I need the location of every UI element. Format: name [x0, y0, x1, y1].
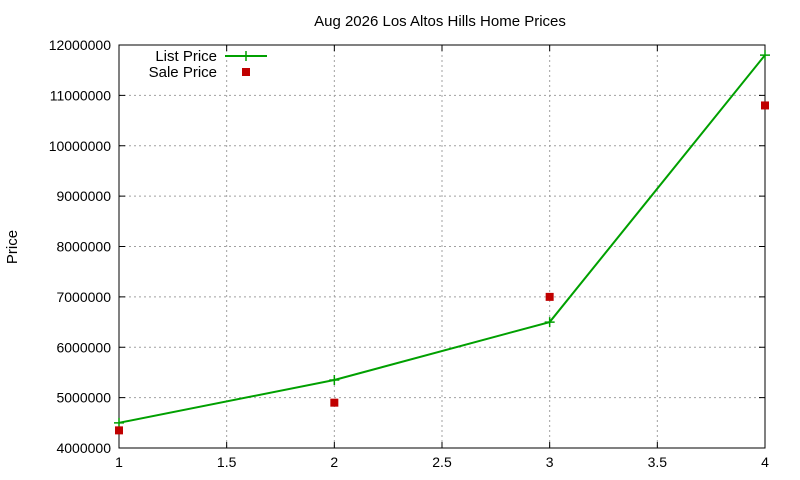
grid-lines — [119, 45, 765, 448]
y-tick-label: 4000000 — [56, 440, 111, 456]
legend-marker-list-price — [241, 51, 251, 61]
y-tick-label: 8000000 — [56, 239, 111, 255]
y-tick-label: 5000000 — [56, 390, 111, 406]
y-tick-label: 9000000 — [56, 188, 111, 204]
legend-marker-sale-price — [242, 68, 250, 76]
legend-label-sale-price: Sale Price — [149, 64, 217, 81]
x-axis: 1 1.5 2 2.5 3 3.5 4 — [115, 45, 769, 470]
sale-price-point — [761, 101, 769, 110]
chart-title: Aug 2026 Los Altos Hills Home Prices — [314, 13, 566, 30]
sale-price-point — [330, 398, 339, 407]
x-tick-label: 4 — [761, 454, 769, 470]
y-tick-label: 12000000 — [49, 37, 112, 53]
y-axis: 4000000 5000000 6000000 7000000 8000000 90000… — [49, 37, 765, 456]
y-tick-label: 7000000 — [56, 289, 111, 305]
x-tick-label: 3.5 — [648, 454, 668, 470]
list-price-line — [118, 54, 766, 424]
x-tick-label: 2.5 — [432, 454, 452, 470]
list-price-point — [114, 417, 124, 428]
list-price-point — [329, 374, 340, 385]
sale-price-point — [545, 292, 554, 301]
plot-frame — [118, 44, 766, 449]
y-axis-label: Price — [4, 230, 21, 264]
sale-price-point — [115, 426, 123, 435]
x-tick-label: 3 — [546, 454, 554, 470]
y-tick-label: 11000000 — [50, 87, 111, 103]
y-tick-label: 6000000 — [56, 339, 111, 355]
x-tick-label: 1 — [115, 454, 123, 470]
x-tick-label: 1.5 — [217, 454, 237, 470]
y-tick-label: 10000000 — [49, 138, 112, 154]
list-price-point — [760, 50, 770, 61]
list-price-point — [544, 317, 555, 328]
legend-label-list-price: List Price — [155, 48, 217, 65]
series-layer — [114, 50, 770, 435]
x-tick-label: 2 — [330, 454, 338, 470]
